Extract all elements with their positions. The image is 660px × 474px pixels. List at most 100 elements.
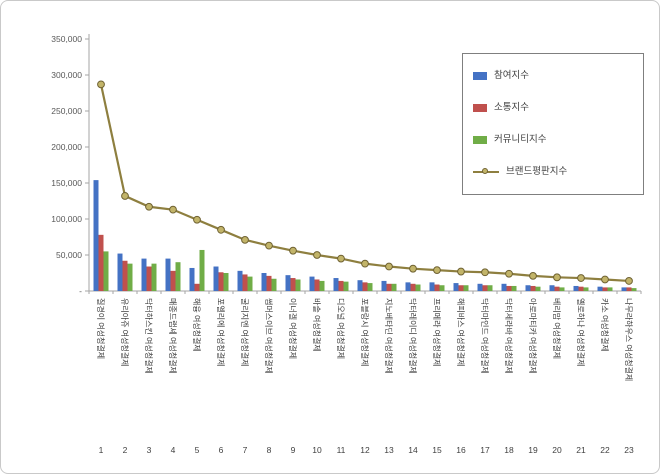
y-tick-label: 200,000 <box>51 142 82 152</box>
y-tick-label: 350,000 <box>51 34 82 44</box>
bar-series-0 <box>189 267 195 291</box>
rank-label: 5 <box>195 445 200 455</box>
bar-series-2 <box>463 285 469 291</box>
line-marker <box>577 274 585 282</box>
rank-label: 9 <box>291 445 296 455</box>
rank-label: 13 <box>384 445 394 455</box>
bar-series-0 <box>285 275 291 291</box>
line-marker <box>601 275 609 284</box>
x-category-label: 해융 여성청결제 <box>192 298 202 352</box>
line-marker <box>385 262 393 271</box>
legend-item-community-index: 커뮤니티지수 <box>473 135 633 145</box>
bar-series-1 <box>242 274 248 291</box>
x-category-label: 포엘리에 여성청결제 <box>216 298 226 366</box>
x-category-label: 나무라하우스 여성청결제 <box>624 298 634 381</box>
bar-series-2 <box>223 273 229 291</box>
bar-series-0 <box>405 282 411 291</box>
bar-series-1 <box>290 278 296 291</box>
legend-label-participation: 참여지수 <box>494 70 529 82</box>
rank-label: 19 <box>528 445 538 455</box>
line-marker <box>625 277 633 285</box>
bar-series-2 <box>559 287 565 291</box>
x-category-label: 아로마티카 여성청결제 <box>528 298 538 374</box>
legend-label-brand-index: 브랜드평판지수 <box>506 166 568 178</box>
rank-label: 10 <box>312 445 322 455</box>
y-tick-label: - <box>79 286 82 296</box>
bar-series-2 <box>439 285 445 291</box>
bar-series-1 <box>98 234 104 291</box>
bar-series-2 <box>247 276 253 291</box>
bar-series-0 <box>453 283 459 291</box>
bar-series-2 <box>415 284 421 291</box>
y-tick-label: 150,000 <box>51 178 82 188</box>
participation-swatch-icon <box>473 71 487 80</box>
bar-series-1 <box>146 266 152 291</box>
bar-series-2 <box>103 251 109 291</box>
bar-series-1 <box>362 282 368 291</box>
bar-series-2 <box>511 285 517 291</box>
bar-series-1 <box>482 285 488 291</box>
x-category-label: 닥터레이디 여성청결제 <box>408 298 418 374</box>
x-category-label: 매종드랩셰 여성청결제 <box>168 298 178 374</box>
line-marker <box>505 269 513 278</box>
bar-series-1 <box>554 286 560 291</box>
rank-label: 15 <box>432 445 442 455</box>
rank-label: 23 <box>624 445 634 455</box>
bar-series-1 <box>578 286 584 291</box>
bar-series-2 <box>127 263 133 291</box>
x-category-label: 닥터마인드 여성청결제 <box>480 298 490 374</box>
bar-series-2 <box>295 279 301 291</box>
line-marker <box>241 235 249 244</box>
rank-label: 17 <box>480 445 490 455</box>
bar-series-2 <box>199 249 205 291</box>
rank-label: 11 <box>337 445 346 455</box>
bar-series-2 <box>367 283 373 291</box>
bar-series-0 <box>477 283 483 291</box>
rank-label: 21 <box>576 445 586 455</box>
bar-series-1 <box>530 285 536 291</box>
x-category-label: 굴리지엔 여성청결제 <box>240 298 250 366</box>
bar-series-0 <box>501 283 507 291</box>
line-marker <box>97 80 105 89</box>
line-marker <box>481 268 489 277</box>
x-category-label: 바솔 여성청결제 <box>312 298 322 352</box>
communication-swatch-icon <box>473 103 487 112</box>
x-category-label: 옐로하나 여성청결제 <box>576 298 586 366</box>
bar-series-1 <box>410 283 416 291</box>
legend-label-community: 커뮤니티지수 <box>494 133 547 145</box>
legend-item-brand-reputation-index: 브랜드평판지수 <box>473 167 633 177</box>
x-category-label: 베리맘 여성청결제 <box>552 298 562 359</box>
x-category-label: 지노베타딘 여성청결제 <box>384 298 394 374</box>
line-marker <box>289 246 297 255</box>
line-marker <box>529 271 537 280</box>
bar-series-2 <box>631 288 637 291</box>
bar-series-0 <box>165 258 171 291</box>
rank-label: 2 <box>123 445 128 455</box>
x-category-label: 이너겔 여성청결제 <box>288 298 298 359</box>
line-marker <box>217 225 225 234</box>
bar-series-1 <box>602 287 608 291</box>
bar-series-1 <box>122 260 128 291</box>
bar-series-1 <box>194 283 200 291</box>
x-category-label: 썸머스이브 여성청결제 <box>264 298 274 374</box>
y-tick-label: 300,000 <box>51 70 82 80</box>
rank-label: 16 <box>456 445 466 455</box>
rank-label: 8 <box>267 445 272 455</box>
rank-label: 22 <box>600 445 610 455</box>
rank-label: 20 <box>552 445 562 455</box>
line-marker <box>193 215 201 224</box>
x-category-label: 닥터세라바 여성청결제 <box>504 298 514 374</box>
line-marker <box>433 266 441 275</box>
bar-series-1 <box>338 280 344 291</box>
bar-series-2 <box>607 287 613 291</box>
bar-series-0 <box>357 280 363 291</box>
bar-series-1 <box>218 272 224 291</box>
bar-series-2 <box>535 286 541 291</box>
line-marker <box>265 241 273 250</box>
rank-label: 1 <box>99 445 104 455</box>
bar-series-1 <box>386 283 392 291</box>
legend: 참여지수 소통지수 커뮤니티지수 브랜드평판지수 <box>462 53 644 195</box>
bar-series-1 <box>506 285 512 291</box>
bar-series-2 <box>391 283 397 291</box>
x-category-label: 질경이 여성청결제 <box>96 298 106 359</box>
